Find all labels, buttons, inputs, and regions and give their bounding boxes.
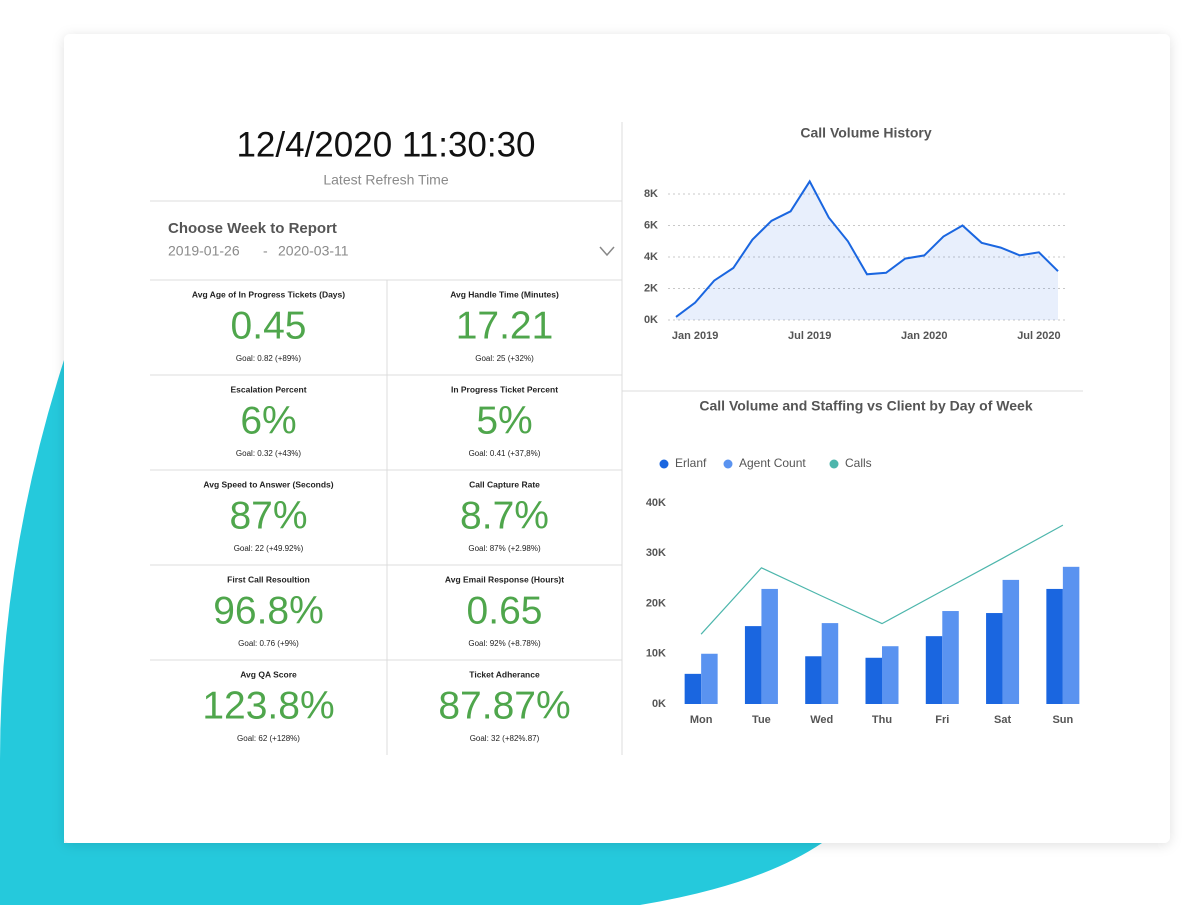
kpi-value: 0.65 — [467, 589, 543, 632]
x-tick-label: Thu — [872, 714, 892, 726]
kpi-label: Call Capture Rate — [469, 479, 540, 489]
card — [64, 34, 1170, 843]
kpi-value: 8.7% — [460, 494, 549, 537]
kpi-label: Avg QA Score — [240, 669, 297, 679]
y-tick-label: 6K — [644, 219, 658, 231]
bar — [882, 646, 899, 704]
x-tick-label: Fri — [935, 714, 949, 726]
legend-label: Calls — [845, 456, 872, 470]
bar — [821, 623, 839, 704]
kpi-value: 0.45 — [231, 304, 307, 347]
kpi-goal: Goal: 32 (+82%.87) — [470, 734, 540, 743]
kpi-value: 96.8% — [213, 589, 324, 632]
bar — [761, 588, 778, 704]
kpi-value: 5% — [476, 399, 532, 442]
x-tick-label: Tue — [752, 714, 771, 726]
bar — [1062, 566, 1080, 704]
chart-title: Call Volume and Staffing vs Client by Da… — [699, 398, 1032, 414]
kpi-goal: Goal: 0.82 (+89%) — [236, 354, 301, 363]
kpi-value: 87.87% — [438, 684, 570, 727]
x-tick-label: Wed — [810, 714, 833, 726]
x-tick-label: Jan 2019 — [672, 330, 718, 342]
kpi-label: Avg Age of In Progress Tickets (Days) — [192, 289, 345, 299]
legend-swatch — [659, 459, 669, 469]
line — [700, 524, 1064, 635]
legend-label: Erlanf — [675, 456, 707, 470]
chart-title: Call Volume History — [800, 125, 931, 141]
week-separator: - — [263, 243, 268, 259]
kpi-value: 6% — [240, 399, 296, 442]
kpi-label: Avg Speed to Answer (Seconds) — [203, 479, 333, 489]
bar — [925, 636, 943, 704]
legend-swatch — [829, 459, 839, 469]
background-blob — [0, 360, 822, 905]
kpi-label: Avg Handle Time (Minutes) — [450, 289, 559, 299]
week-start[interactable]: 2019-01-26 — [168, 243, 240, 259]
legend-label: Agent Count — [739, 456, 806, 470]
kpi-goal: Goal: 62 (+128%) — [237, 734, 300, 743]
x-tick-label: Jul 2019 — [788, 330, 831, 342]
kpi-label: Avg Email Response (Hours)t — [445, 574, 564, 584]
bar — [1046, 588, 1063, 704]
kpi-value: 17.21 — [456, 304, 554, 347]
kpi-goal: Goal: 25 (+32%) — [475, 354, 534, 363]
x-tick-label: Mon — [690, 714, 713, 726]
kpi-goal: Goal: 0.76 (+9%) — [238, 639, 299, 648]
x-tick-label: Jan 2020 — [901, 330, 947, 342]
kpi-goal: Goal: 87% (+2.98%) — [468, 544, 541, 553]
kpi-goal: Goal: 92% (+8.78%) — [468, 639, 541, 648]
x-tick-label: Jul 2020 — [1017, 330, 1060, 342]
dropdown-chevron[interactable] — [599, 246, 615, 257]
y-tick-label: 30K — [646, 547, 666, 559]
y-tick-label: 4K — [644, 251, 658, 263]
x-tick-label: Sun — [1052, 714, 1073, 726]
refresh-subtitle: Latest Refresh Time — [323, 172, 448, 188]
bar — [744, 626, 762, 704]
y-tick-label: 0K — [644, 314, 658, 326]
line — [675, 179, 1059, 318]
kpi-value: 87% — [229, 494, 307, 537]
week-end[interactable]: 2020-03-11 — [278, 243, 349, 259]
area — [676, 181, 1058, 320]
bar — [942, 611, 959, 704]
refresh-datetime: 12/4/2020 11:30:30 — [236, 125, 535, 164]
x-tick-label: Sat — [994, 714, 1011, 726]
week-label: Choose Week to Report — [168, 220, 337, 237]
bar — [1002, 579, 1020, 704]
kpi-label: In Progress Ticket Percent — [451, 384, 558, 394]
bar — [986, 613, 1003, 704]
legend-swatch — [723, 459, 733, 469]
kpi-goal: Goal: 22 (+49.92%) — [234, 544, 304, 553]
kpi-goal: Goal: 0.41 (+37,8%) — [469, 449, 541, 458]
bar — [684, 673, 702, 704]
bar — [805, 656, 822, 704]
bar — [865, 657, 882, 704]
kpi-label: Escalation Percent — [230, 384, 306, 394]
kpi-label: Ticket Adherance — [469, 669, 540, 679]
kpi-label: First Call Resoultion — [227, 574, 310, 584]
bar — [701, 653, 718, 704]
y-tick-label: 8K — [644, 188, 658, 200]
y-tick-label: 10K — [646, 648, 666, 660]
y-tick-label: 0K — [652, 698, 666, 710]
kpi-value: 123.8% — [202, 684, 334, 727]
y-tick-label: 2K — [644, 282, 658, 294]
y-tick-label: 40K — [646, 497, 666, 509]
kpi-goal: Goal: 0.32 (+43%) — [236, 449, 301, 458]
y-tick-label: 20K — [646, 597, 666, 609]
